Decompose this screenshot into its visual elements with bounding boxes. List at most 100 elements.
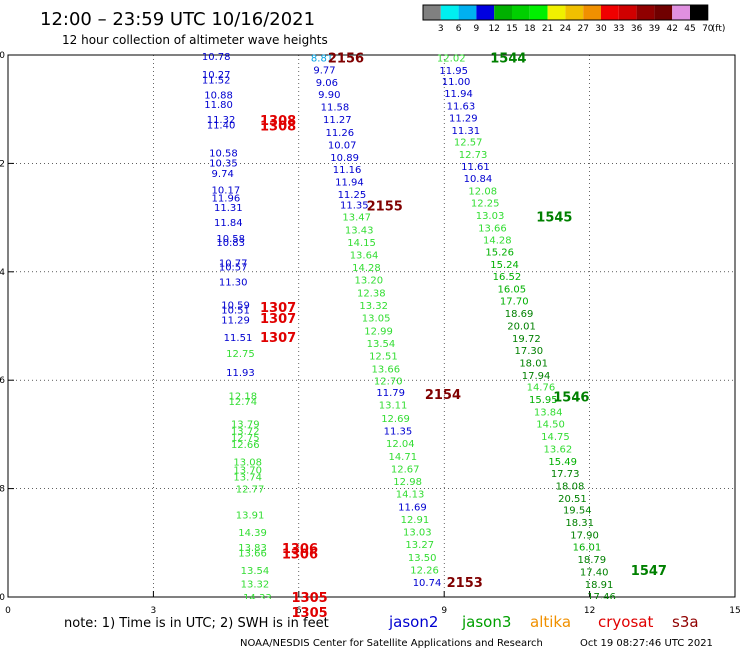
color-scale-label: 27 [577,24,588,34]
pass-number: 1306 [282,542,318,557]
pass-number: 2154 [425,388,461,403]
color-scale-label: 42 [666,24,677,34]
swh-value: 17.70 [500,297,529,308]
swh-value: 13.03 [476,211,505,222]
swh-value: 11.58 [321,102,350,113]
swh-value: 17.46 [587,592,616,603]
swh-value: 16.52 [493,272,522,283]
satellite-legend-jason2: jason2 [388,613,438,631]
swh-value: 13.27 [405,540,434,551]
swh-value: 10.07 [328,140,357,151]
swh-value: 13.32 [359,301,388,312]
swh-value: 13.03 [403,527,432,538]
swh-value: 14.50 [536,420,565,431]
swh-value: 20.51 [558,494,587,505]
swh-value: 12.25 [471,198,500,209]
color-swatch [601,5,619,20]
color-swatch [690,5,708,20]
swh-value: 11.29 [449,113,478,124]
color-swatch [476,5,495,20]
color-swatch [654,5,673,20]
swh-value: 11.30 [219,278,248,289]
swh-value: 11.61 [461,162,490,173]
swh-value: 15.95 [529,395,558,406]
swh-value: 19.72 [512,334,541,345]
pass-number: 2153 [447,576,483,591]
x-tick-label: 6 [296,606,302,616]
swh-value: 11.25 [338,190,367,201]
swh-value: 10.74 [413,578,442,589]
swh-value: 12.75 [231,433,260,444]
swh-value: 14.28 [483,235,512,246]
swh-value: 14.13 [396,489,425,500]
color-scale-label: 36 [631,24,643,34]
color-swatch [618,5,637,20]
satellite-legend-jason3: jason3 [461,613,511,631]
swh-value: 11.69 [398,502,427,513]
color-swatch [512,5,530,20]
swh-value: 10.84 [464,174,493,185]
swh-value: 13.54 [241,566,270,577]
swh-value: 17.90 [570,531,599,542]
pass-number: 1308 [260,119,296,134]
swh-value: 18.91 [585,580,614,591]
color-swatch [458,5,477,20]
swh-value: 10.51 [221,306,250,317]
swh-value: 13.62 [544,444,573,455]
swh-value: 17.73 [551,469,580,480]
swh-value: 10.88 [204,91,233,102]
swh-value: 19.54 [563,506,592,517]
pass-number: 1306 [282,548,318,563]
y-tick-label: -32 [0,159,5,169]
color-scale-label: 39 [649,24,661,34]
swh-value: 18.69 [505,309,534,320]
swh-value: 13.11 [379,401,408,412]
swh-value: 11.27 [323,115,352,126]
swh-value: 18.79 [577,555,606,566]
swh-value: 11.79 [376,388,405,399]
color-scale-label: 70 [702,24,714,34]
swh-value: 13.54 [367,339,396,350]
swh-value: 13.08 [233,458,262,469]
legend-note: note: 1) Time is in UTC; 2) SWH is in fe… [64,616,329,631]
swh-value: 11.52 [202,75,231,86]
swh-value: 11.29 [221,315,250,326]
swh-value: 11.32 [207,115,236,126]
swh-value: 8.81 [311,54,333,65]
swh-value: 11.94 [335,177,364,188]
swh-value: 12.73 [459,150,488,161]
swh-value: 17.94 [522,371,551,382]
swh-value: 11.35 [384,427,413,438]
pass-number: 1307 [260,331,296,346]
swh-value: 10.77 [219,259,248,270]
swh-value: 10.83 [216,238,245,249]
swh-value: 9.06 [316,78,338,89]
footer-credit: NOAA/NESDIS Center for Satellite Applica… [240,638,543,649]
swh-value: 11.40 [207,120,236,131]
pass-number: 1305 [292,606,328,621]
swh-value: 15.49 [548,457,577,468]
swh-value: 18.31 [565,518,594,529]
swh-value: 13.05 [362,313,391,324]
swh-value: 13.72 [231,427,260,438]
swh-value: 12.38 [357,288,386,299]
color-scale-label: 24 [560,24,572,34]
y-tick-label: -38 [0,485,5,495]
swh-value: 13.66 [238,549,267,560]
swh-value: 11.95 [439,66,468,77]
color-scale-label: 21 [542,24,553,34]
swh-value: 20.01 [507,321,536,332]
color-scale: 3 6 9 12 15 18 21 24 27 30 33 36 39 42 45 70(ft) [422,4,726,34]
swh-value: 13.66 [478,223,507,234]
swh-value: 11.00 [442,77,471,88]
swh-value: 13.83 [238,543,267,554]
y-tick-label: -40 [0,593,5,603]
satellite-legend-altika: altika [530,613,571,631]
swh-value: 10.58 [216,234,245,245]
swh-value: 18.01 [519,358,548,369]
swh-value: 12.75 [226,349,255,360]
color-scale-unit: (ft) [712,24,726,34]
swh-value: 13.91 [236,511,265,522]
swh-value: 9.74 [212,169,234,180]
